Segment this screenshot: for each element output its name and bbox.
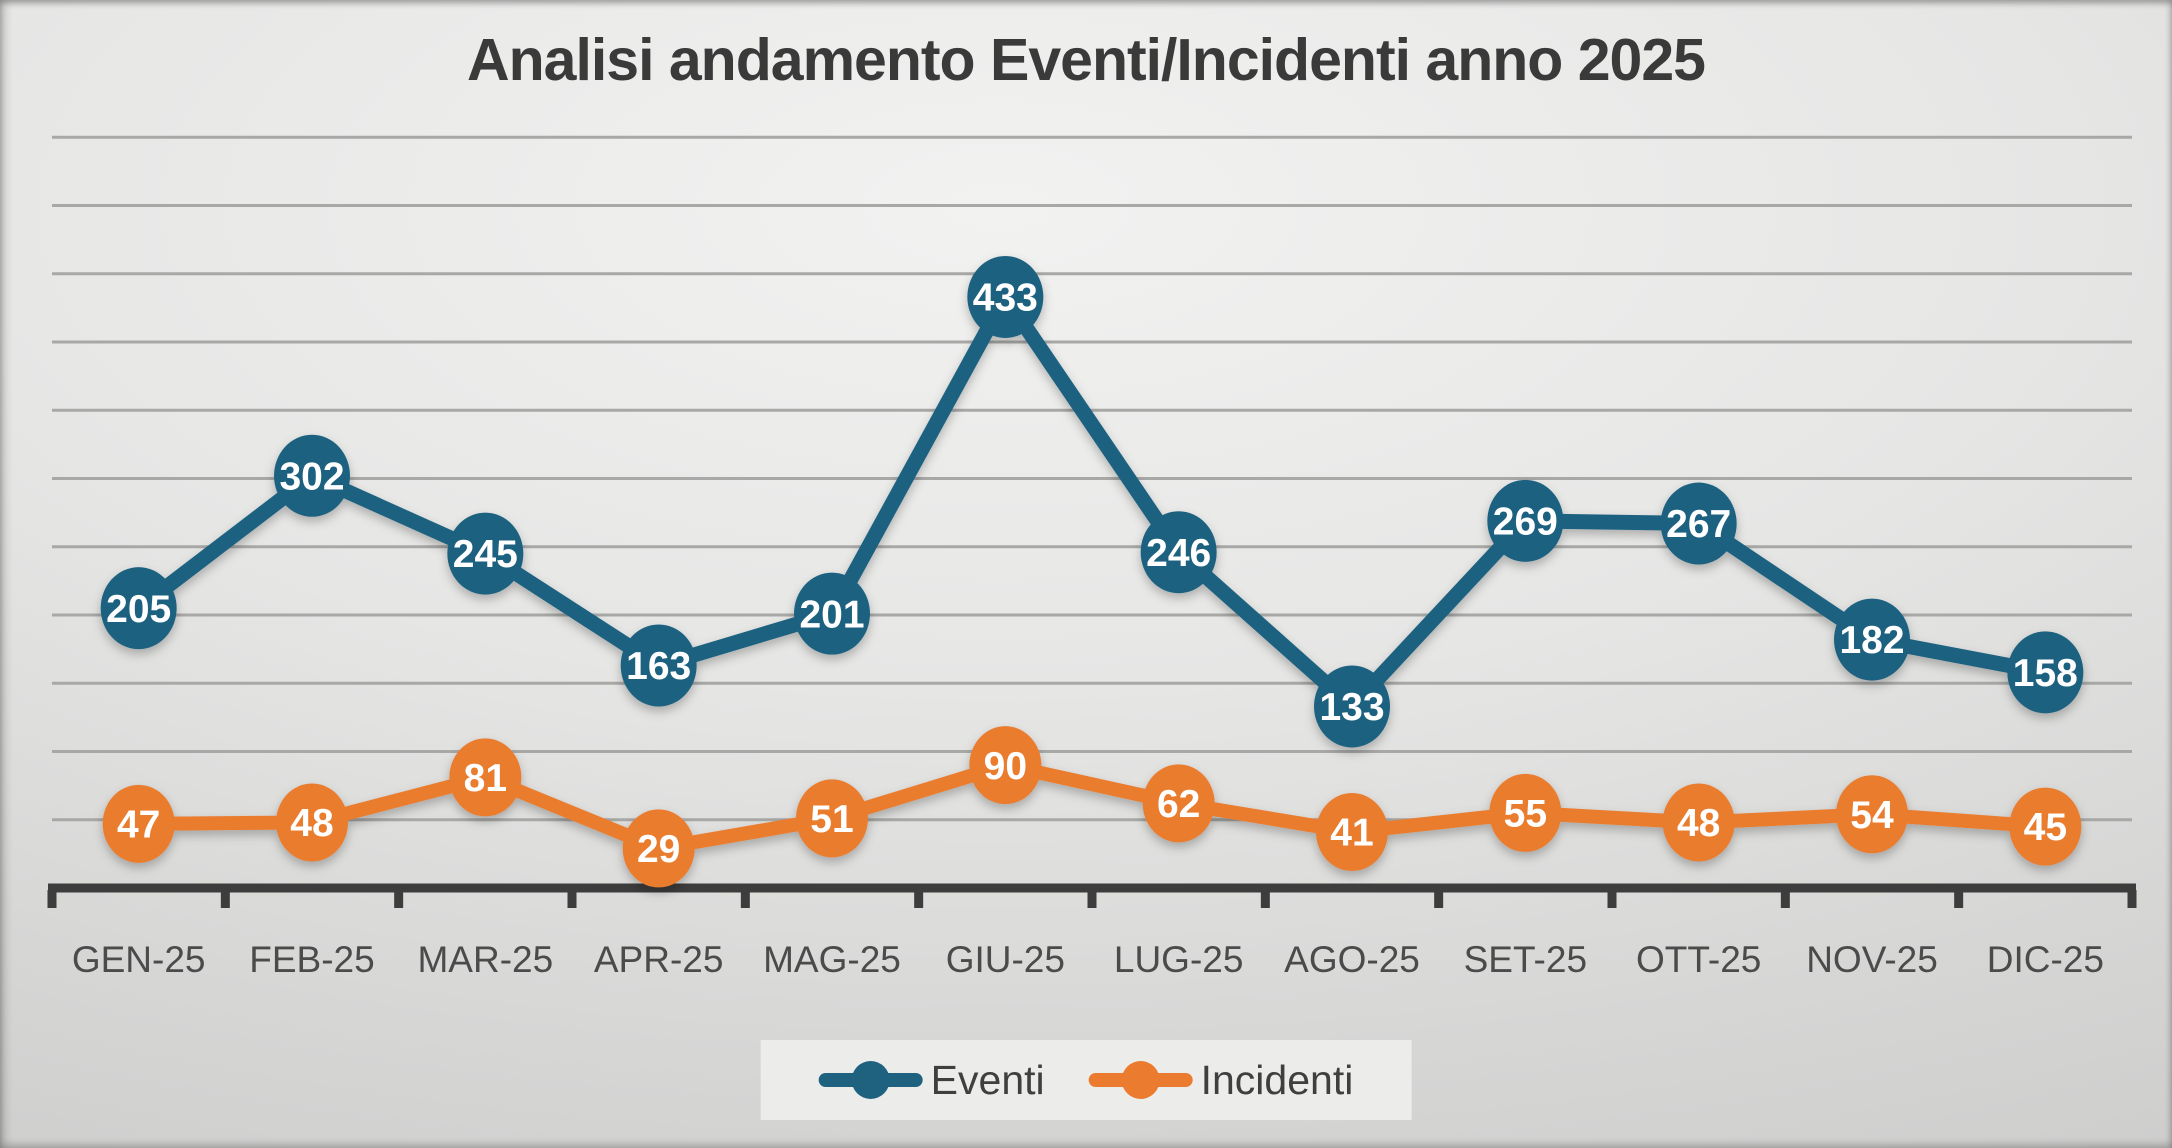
data-point-label: 201 (799, 593, 864, 636)
data-point-marker (447, 512, 524, 595)
data-point-marker (1316, 793, 1388, 872)
data-point-label: 267 (1666, 503, 1731, 546)
series-line-incidenti (131, 758, 2053, 856)
data-point-label: 163 (626, 645, 691, 688)
data-point-marker (1489, 773, 1562, 852)
x-axis-label: FEB-25 (249, 939, 374, 980)
legend-label: Incidenti (1200, 1056, 1354, 1103)
data-point-label: 158 (2013, 652, 2078, 695)
x-axis-label: DIC-25 (1987, 939, 2104, 980)
data-point-marker (1140, 511, 1217, 594)
data-point-marker (2007, 631, 2084, 714)
data-point-label: 182 (1839, 619, 1904, 662)
data-point-label: 269 (1493, 500, 1558, 543)
legend-line-marker-icon (818, 1059, 923, 1101)
data-point-marker (1142, 764, 1215, 843)
data-point-label: 54 (1850, 794, 1894, 837)
data-point-marker (449, 738, 522, 817)
x-axis-label: GEN-25 (72, 939, 206, 980)
data-point-marker (100, 567, 177, 650)
data-point-marker (1834, 598, 1910, 681)
x-axis-label: SET-25 (1464, 939, 1587, 980)
x-axis-label: LUG-25 (1114, 939, 1244, 980)
data-point-label: 41 (1330, 812, 1373, 855)
chart-legend: Eventi Incidenti (760, 1040, 1412, 1120)
x-axis-label: NOV-25 (1806, 939, 1938, 980)
x-axis-label: OTT-25 (1636, 939, 1761, 980)
data-point-marker (1662, 783, 1735, 862)
legend-label: Eventi (930, 1056, 1045, 1103)
data-point-label: 48 (1677, 802, 1720, 845)
data-point-label: 246 (1146, 532, 1211, 575)
data-point-label: 29 (637, 828, 680, 871)
x-axis-label: APR-25 (594, 939, 724, 980)
data-point-marker (276, 783, 348, 862)
data-point-label: 48 (290, 802, 333, 845)
data-point-label: 51 (810, 798, 853, 841)
data-point-marker (1660, 482, 1737, 565)
data-point-marker (1836, 775, 1908, 854)
data-point-label: 302 (279, 455, 344, 498)
legend-item-eventi: Eventi (818, 1056, 1045, 1104)
legend-key-dot (1121, 1061, 1160, 1099)
data-point-marker (2009, 787, 2082, 866)
data-point-marker (620, 624, 697, 707)
legend-key-dot (851, 1061, 890, 1099)
data-point-marker (796, 779, 868, 858)
data-point-label: 81 (464, 757, 507, 800)
series-line-eventi (131, 289, 2053, 714)
chart-title: Analisi andamento Eventi/Incidenti anno … (467, 27, 1706, 93)
x-axis-label: GIU-25 (946, 939, 1065, 980)
series-eventi: 205 302 245 163 201 433 246 133 269 267 182 158 (100, 255, 2084, 748)
data-point-label: 433 (973, 277, 1038, 320)
series-incidenti: 47 48 81 29 51 90 62 41 55 48 54 45 (102, 726, 2082, 888)
legend-line-marker-icon (1088, 1059, 1193, 1101)
data-point-marker (1487, 479, 1564, 562)
data-point-marker (102, 784, 175, 863)
data-point-marker (967, 255, 1044, 338)
data-point-label: 205 (106, 588, 171, 631)
x-axis-label: MAG-25 (763, 939, 901, 980)
data-point-label: 90 (984, 745, 1027, 788)
data-point-marker (794, 572, 870, 655)
x-axis-label: AGO-25 (1284, 939, 1420, 980)
data-point-marker (1314, 665, 1390, 748)
data-point-marker (622, 809, 695, 888)
data-point-label: 245 (453, 533, 518, 576)
data-point-label: 62 (1157, 783, 1200, 826)
data-point-label: 47 (117, 803, 160, 846)
data-point-label: 133 (1319, 686, 1384, 729)
data-point-label: 45 (2024, 806, 2067, 849)
legend-item-incidenti: Incidenti (1088, 1056, 1354, 1104)
data-point-label: 55 (1504, 793, 1547, 836)
data-point-marker (969, 726, 1042, 805)
x-axis-label: MAR-25 (417, 939, 553, 980)
data-point-marker (274, 434, 350, 517)
